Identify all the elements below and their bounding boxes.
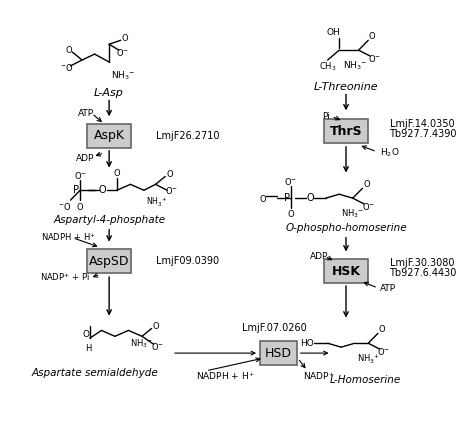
Text: O$^{-}$: O$^{-}$ (116, 47, 129, 58)
Text: LmjF.30.3080: LmjF.30.3080 (390, 258, 454, 268)
FancyBboxPatch shape (324, 119, 368, 143)
Text: NADPH + H$^{+}$: NADPH + H$^{+}$ (41, 232, 96, 243)
Text: ADP: ADP (310, 252, 328, 261)
Text: NH$_3$$^{-}$: NH$_3$$^{-}$ (130, 338, 153, 350)
Text: AspK: AspK (94, 130, 125, 142)
Text: H: H (85, 344, 91, 353)
Text: O$^{-}$: O$^{-}$ (284, 176, 297, 187)
Text: NH$_3$$^{-}$: NH$_3$$^{-}$ (111, 69, 135, 82)
FancyBboxPatch shape (260, 341, 297, 365)
Text: Pi: Pi (322, 112, 329, 121)
Text: O$^{-}$: O$^{-}$ (362, 200, 375, 212)
Text: HSD: HSD (265, 346, 292, 360)
Text: AspSD: AspSD (89, 255, 129, 268)
Text: O: O (167, 170, 173, 179)
Text: O$^{-}$: O$^{-}$ (165, 185, 179, 196)
FancyBboxPatch shape (324, 259, 368, 283)
Text: O$^{-}$: O$^{-}$ (259, 193, 272, 204)
Text: Tb927.7.4390: Tb927.7.4390 (390, 129, 457, 139)
Text: NH$_3$$^{-}$: NH$_3$$^{-}$ (343, 60, 367, 72)
Text: L-Homoserine: L-Homoserine (330, 375, 401, 385)
Text: O: O (82, 330, 90, 339)
Text: O: O (288, 210, 294, 219)
Text: O: O (77, 203, 83, 211)
Text: HO: HO (301, 339, 314, 348)
Text: NH$_3$$^{+}$: NH$_3$$^{+}$ (356, 352, 380, 365)
Text: P: P (73, 185, 79, 195)
Text: NH$_3$$^{-}$: NH$_3$$^{-}$ (341, 208, 364, 220)
Text: O: O (121, 34, 128, 43)
Text: O: O (114, 169, 120, 178)
FancyBboxPatch shape (87, 124, 131, 148)
Text: L-Threonine: L-Threonine (314, 82, 378, 92)
Text: O: O (99, 185, 106, 195)
Text: NH$_3$$^{+}$: NH$_3$$^{+}$ (146, 195, 167, 209)
Text: Aspartate semialdehyde: Aspartate semialdehyde (31, 368, 158, 378)
Text: LmjF09.0390: LmjF09.0390 (155, 256, 219, 266)
Text: $^{-}$O: $^{-}$O (60, 62, 73, 73)
Text: O: O (65, 45, 72, 55)
Text: NADPH + H$^{+}$: NADPH + H$^{+}$ (196, 370, 255, 382)
Text: Tb927.6.4430: Tb927.6.4430 (390, 268, 457, 278)
Text: ATP: ATP (380, 285, 396, 293)
Text: O$^{-}$: O$^{-}$ (377, 346, 390, 357)
Text: O: O (306, 193, 314, 203)
Text: NADP$^{+}$ + Pi: NADP$^{+}$ + Pi (39, 271, 89, 283)
Text: H$_2$O: H$_2$O (380, 147, 400, 159)
FancyBboxPatch shape (87, 250, 131, 273)
Text: LmjF.07.0260: LmjF.07.0260 (242, 323, 306, 333)
Text: OH: OH (327, 28, 340, 37)
Text: ATP: ATP (78, 109, 94, 118)
Text: NADP$^{+}$: NADP$^{+}$ (302, 370, 335, 382)
Text: LmjF26.2710: LmjF26.2710 (155, 131, 219, 141)
Text: P: P (284, 193, 290, 203)
Text: ThrS: ThrS (330, 125, 362, 138)
Text: $^{-}$O: $^{-}$O (58, 200, 72, 212)
Text: O: O (363, 180, 370, 189)
Text: HSK: HSK (331, 265, 361, 278)
Text: Aspartyl-4-phosphate: Aspartyl-4-phosphate (53, 215, 165, 225)
Text: O-phospho-homoserine: O-phospho-homoserine (285, 223, 407, 233)
Text: O$^{-}$: O$^{-}$ (367, 53, 381, 64)
Text: ADP: ADP (76, 154, 95, 163)
Text: O: O (152, 322, 159, 331)
Text: O$^{-}$: O$^{-}$ (73, 170, 87, 181)
Text: LmjF.14.0350: LmjF.14.0350 (390, 119, 454, 129)
Text: L-Asp: L-Asp (94, 88, 124, 98)
Text: CH$_3$: CH$_3$ (319, 61, 337, 73)
Text: O$^{-}$: O$^{-}$ (151, 341, 164, 352)
Text: O: O (369, 32, 375, 41)
Text: O: O (378, 325, 385, 334)
